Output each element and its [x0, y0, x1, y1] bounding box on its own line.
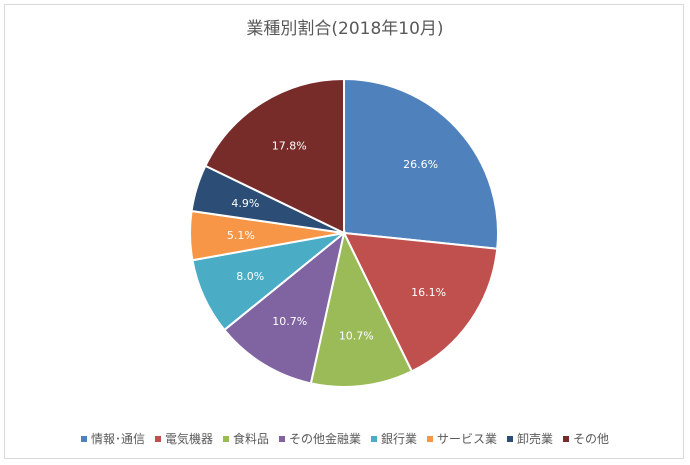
chart-legend: 情報･通信 電気機器 食料品 その他金融業 銀行業 サービス業 卸売業 その他	[0, 430, 690, 447]
data-label: 8.0%	[236, 270, 264, 283]
legend-item: その他	[563, 430, 609, 447]
data-label: 17.8%	[272, 140, 307, 153]
chart-title: 業種別割合(2018年10月)	[246, 19, 444, 39]
data-label: 5.1%	[227, 229, 255, 242]
pie-slice	[342, 231, 499, 373]
legend-swatch	[563, 435, 570, 442]
legend-item: 卸売業	[507, 430, 553, 447]
legend-swatch	[507, 435, 514, 442]
legend-item: 情報･通信	[80, 430, 145, 447]
legend-item: 食料品	[222, 430, 269, 447]
legend-item: 電気機器	[154, 430, 213, 447]
legend-swatch	[222, 435, 229, 442]
data-label: 16.1%	[411, 286, 446, 299]
legend-label: 情報･通信	[90, 432, 145, 446]
data-label: 10.7%	[272, 315, 307, 328]
data-label: 26.6%	[403, 158, 438, 171]
legend-swatch	[371, 435, 377, 442]
pie-slice	[222, 230, 346, 385]
pie-slice	[204, 77, 345, 235]
legend-label: 食料品	[232, 432, 269, 446]
legend-swatch	[80, 435, 87, 442]
legend-item: その他金融業	[278, 430, 361, 447]
legend-label: サービス業	[437, 432, 498, 446]
data-label: 4.9%	[231, 197, 259, 210]
legend-label: 銀行業	[381, 432, 418, 446]
data-label: 10.7%	[339, 329, 374, 342]
legend-swatch	[154, 435, 161, 442]
legend-label: その他金融業	[288, 432, 361, 446]
legend-label: 電気機器	[164, 432, 213, 446]
legend-label: 卸売業	[517, 432, 554, 446]
legend-label: その他	[573, 432, 610, 446]
legend-item: 銀行業	[371, 430, 417, 447]
legend-item: サービス業	[427, 430, 497, 447]
legend-swatch	[427, 435, 434, 442]
legend-swatch	[278, 435, 285, 442]
pie-slice	[343, 77, 499, 250]
